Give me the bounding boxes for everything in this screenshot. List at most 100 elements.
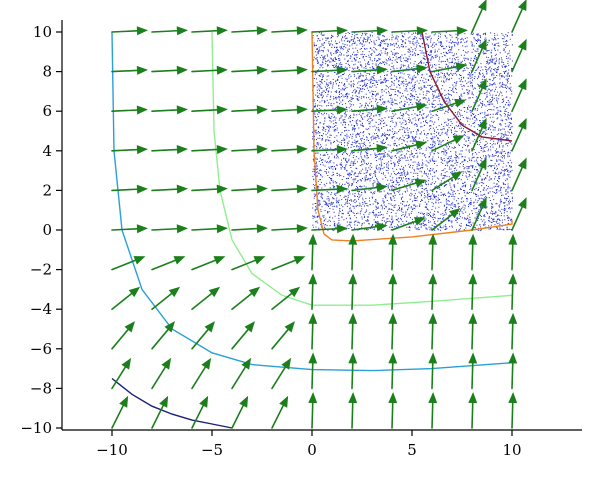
scatter-point — [447, 125, 449, 127]
scatter-point — [338, 58, 339, 60]
scatter-point — [430, 120, 432, 122]
scatter-point — [495, 113, 497, 115]
scatter-point — [378, 64, 379, 66]
scatter-point — [395, 56, 397, 58]
scatter-point — [485, 134, 486, 135]
scatter-point — [487, 50, 489, 52]
scatter-point — [316, 164, 318, 166]
scatter-point — [436, 135, 437, 137]
scatter-point — [479, 120, 481, 122]
scatter-point — [449, 49, 451, 51]
scatter-point — [346, 203, 348, 204]
scatter-point — [352, 85, 354, 87]
scatter-point — [460, 94, 462, 96]
scatter-point — [403, 137, 405, 139]
scatter-point — [434, 99, 436, 101]
scatter-point — [321, 196, 323, 198]
scatter-point — [388, 39, 390, 41]
scatter-point — [504, 207, 505, 209]
scatter-point — [454, 130, 456, 132]
scatter-point — [320, 109, 322, 111]
scatter-point — [420, 226, 422, 228]
scatter-point — [409, 156, 411, 158]
scatter-point — [353, 142, 355, 143]
scatter-point — [415, 137, 417, 138]
scatter-point — [446, 124, 447, 126]
scatter-point — [441, 131, 443, 133]
scatter-point — [368, 133, 370, 135]
scatter-point — [433, 194, 435, 196]
scatter-point — [425, 156, 427, 158]
scatter-point — [467, 58, 469, 60]
scatter-point — [330, 52, 332, 54]
scatter-point — [492, 122, 494, 124]
scatter-point — [420, 61, 422, 63]
scatter-point — [383, 135, 385, 137]
scatter-point — [377, 135, 379, 137]
scatter-point — [331, 203, 333, 205]
scatter-point — [450, 150, 452, 152]
scatter-point — [421, 188, 423, 189]
scatter-point — [355, 156, 357, 158]
scatter-point — [325, 63, 327, 65]
scatter-point — [475, 50, 477, 52]
scatter-point — [490, 51, 492, 53]
scatter-point — [312, 175, 314, 177]
scatter-point — [434, 90, 436, 92]
scatter-point — [416, 99, 418, 101]
scatter-point — [463, 77, 464, 79]
scatter-point — [399, 168, 401, 170]
scatter-point — [393, 191, 395, 193]
scatter-point — [358, 205, 360, 207]
scatter-point — [491, 208, 493, 210]
scatter-point — [326, 152, 328, 153]
scatter-point — [511, 93, 513, 95]
scatter-point — [400, 76, 402, 78]
scatter-point — [321, 162, 323, 163]
scatter-point — [432, 217, 434, 219]
scatter-point — [401, 138, 403, 140]
scatter-point — [394, 53, 396, 55]
scatter-point — [364, 191, 366, 192]
scatter-point — [377, 221, 379, 223]
scatter-point — [393, 143, 395, 145]
scatter-point — [460, 54, 462, 56]
scatter-point — [492, 59, 494, 61]
scatter-point — [440, 72, 442, 74]
scatter-point — [511, 68, 513, 69]
scatter-point — [391, 34, 393, 36]
scatter-point — [494, 178, 495, 180]
scatter-point — [349, 164, 351, 166]
scatter-point — [464, 46, 466, 48]
scatter-point — [423, 139, 425, 141]
scatter-point — [369, 112, 371, 114]
scatter-point — [318, 93, 320, 95]
scatter-point — [507, 112, 509, 113]
scatter-point — [351, 124, 353, 126]
scatter-point — [428, 201, 430, 203]
scatter-point — [328, 102, 330, 104]
scatter-point — [460, 153, 462, 155]
scatter-point — [363, 80, 365, 82]
scatter-point — [388, 154, 390, 156]
scatter-point — [460, 131, 462, 133]
scatter-point — [392, 148, 394, 150]
scatter-point — [392, 185, 394, 187]
scatter-point — [489, 155, 491, 157]
scatter-point — [392, 220, 394, 222]
scatter-point — [501, 75, 503, 77]
scatter-point — [508, 126, 510, 128]
scatter-point — [381, 142, 383, 144]
scatter-point — [470, 115, 472, 117]
scatter-point — [365, 186, 367, 188]
scatter-point — [314, 195, 315, 197]
scatter-point — [374, 224, 376, 226]
scatter-point — [363, 222, 365, 224]
scatter-point — [508, 174, 510, 175]
scatter-point — [339, 175, 340, 177]
scatter-point — [497, 69, 499, 71]
scatter-point — [445, 131, 447, 133]
scatter-point — [486, 92, 488, 94]
scatter-point — [401, 142, 403, 144]
scatter-point — [504, 86, 506, 88]
